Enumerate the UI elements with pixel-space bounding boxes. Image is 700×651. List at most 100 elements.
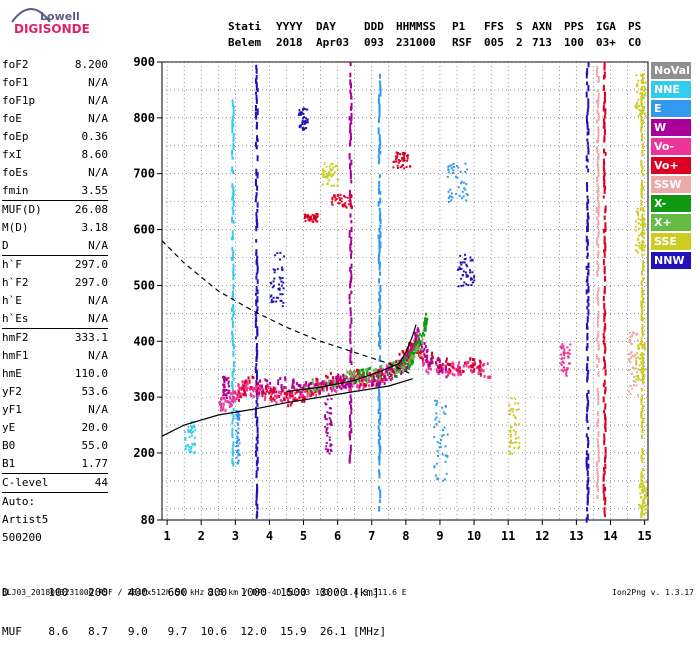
echo-point [514,433,517,436]
echo-point [291,383,294,387]
param-row: foEs N/A [2,164,108,182]
echo-vertical [641,166,644,171]
echo-vertical [602,165,605,171]
echo-point [276,394,279,398]
echo-point [299,391,302,395]
echo-point [328,436,331,439]
echo-point [237,412,240,415]
echo-point [438,446,441,449]
echo-point [471,281,474,284]
echo-point [413,347,416,351]
echo-point [223,393,226,396]
param-row: h`F2 297.0 [2,274,108,292]
echo-vertical [587,309,590,316]
echo-point [461,261,464,264]
echo-point [635,360,638,363]
param-value: 3.55 [81,184,109,197]
echo-vertical [587,296,590,302]
echo-point [639,506,642,509]
echo-vertical [603,329,606,333]
echo-point [465,183,468,186]
echo-point [438,363,441,367]
echo-vertical [232,250,235,254]
echo-point [378,378,381,382]
echo-point [219,402,222,406]
echo-vertical [348,454,351,462]
echo-vertical [641,404,644,410]
echo-point [510,397,513,400]
echo-vertical [256,202,259,208]
echo-point [515,424,518,427]
echo-point [462,195,465,198]
echo-point [271,286,274,289]
param-row: foE N/A [2,110,108,128]
echo-point [639,115,642,118]
echo-point [330,407,333,410]
param-label: foF1p [2,94,36,107]
echo-point [315,216,318,219]
echo-point [641,491,644,494]
echo-point [375,382,378,386]
echo-point [456,368,459,372]
echo-vertical [231,233,234,241]
echo-point [341,383,344,387]
echo-vertical [602,84,605,92]
echo-point [311,213,314,216]
echo-vertical [586,513,589,521]
echo-vertical [585,517,588,523]
echo-point [348,194,351,197]
echo-point [640,244,643,247]
echo-point [406,362,409,366]
echo-point [271,392,274,396]
echo-point [252,395,255,399]
echo-point [412,342,415,346]
echo-point [264,392,267,396]
echo-point [378,369,381,373]
echo-point [636,91,639,94]
echo-point [642,236,645,239]
echo-vertical [377,117,380,123]
echo-point [637,244,640,247]
echo-point [445,369,448,373]
echo-point [381,378,384,382]
echo-point [261,386,264,390]
echo-vertical [379,150,382,155]
echo-point [249,392,252,396]
echo-vertical [379,304,382,310]
echo-point [223,390,226,393]
echo-point [272,280,275,283]
x-tick-label: 1 [163,529,170,543]
echo-vertical [256,185,259,191]
echo-point [467,284,470,287]
echo-vertical [379,211,382,217]
echo-vertical [585,155,588,162]
echo-vertical [378,291,381,296]
echo-point [416,343,419,347]
echo-point [328,439,331,442]
echo-point [244,380,247,384]
echo-vertical [604,205,607,212]
echo-point [248,379,251,383]
echo-point [316,220,319,223]
echo-point [237,427,240,430]
echo-point [269,397,272,401]
echo-vertical [232,290,235,297]
echo-point [435,416,438,419]
echo-vertical [586,403,589,410]
echo-point [329,172,332,175]
echo-point [628,331,631,334]
echo-point [455,192,458,195]
echo-point [247,376,250,380]
echo-point [304,108,307,111]
echo-point [289,396,292,400]
echo-point [353,372,356,376]
echo-point [481,363,484,367]
echo-point [256,394,259,398]
echo-vertical [255,497,258,501]
echo-point [333,381,336,385]
echo-point [329,420,332,423]
echo-point [486,362,489,366]
echo-point [329,449,332,452]
echo-point [628,339,631,342]
echo-point [232,399,235,403]
